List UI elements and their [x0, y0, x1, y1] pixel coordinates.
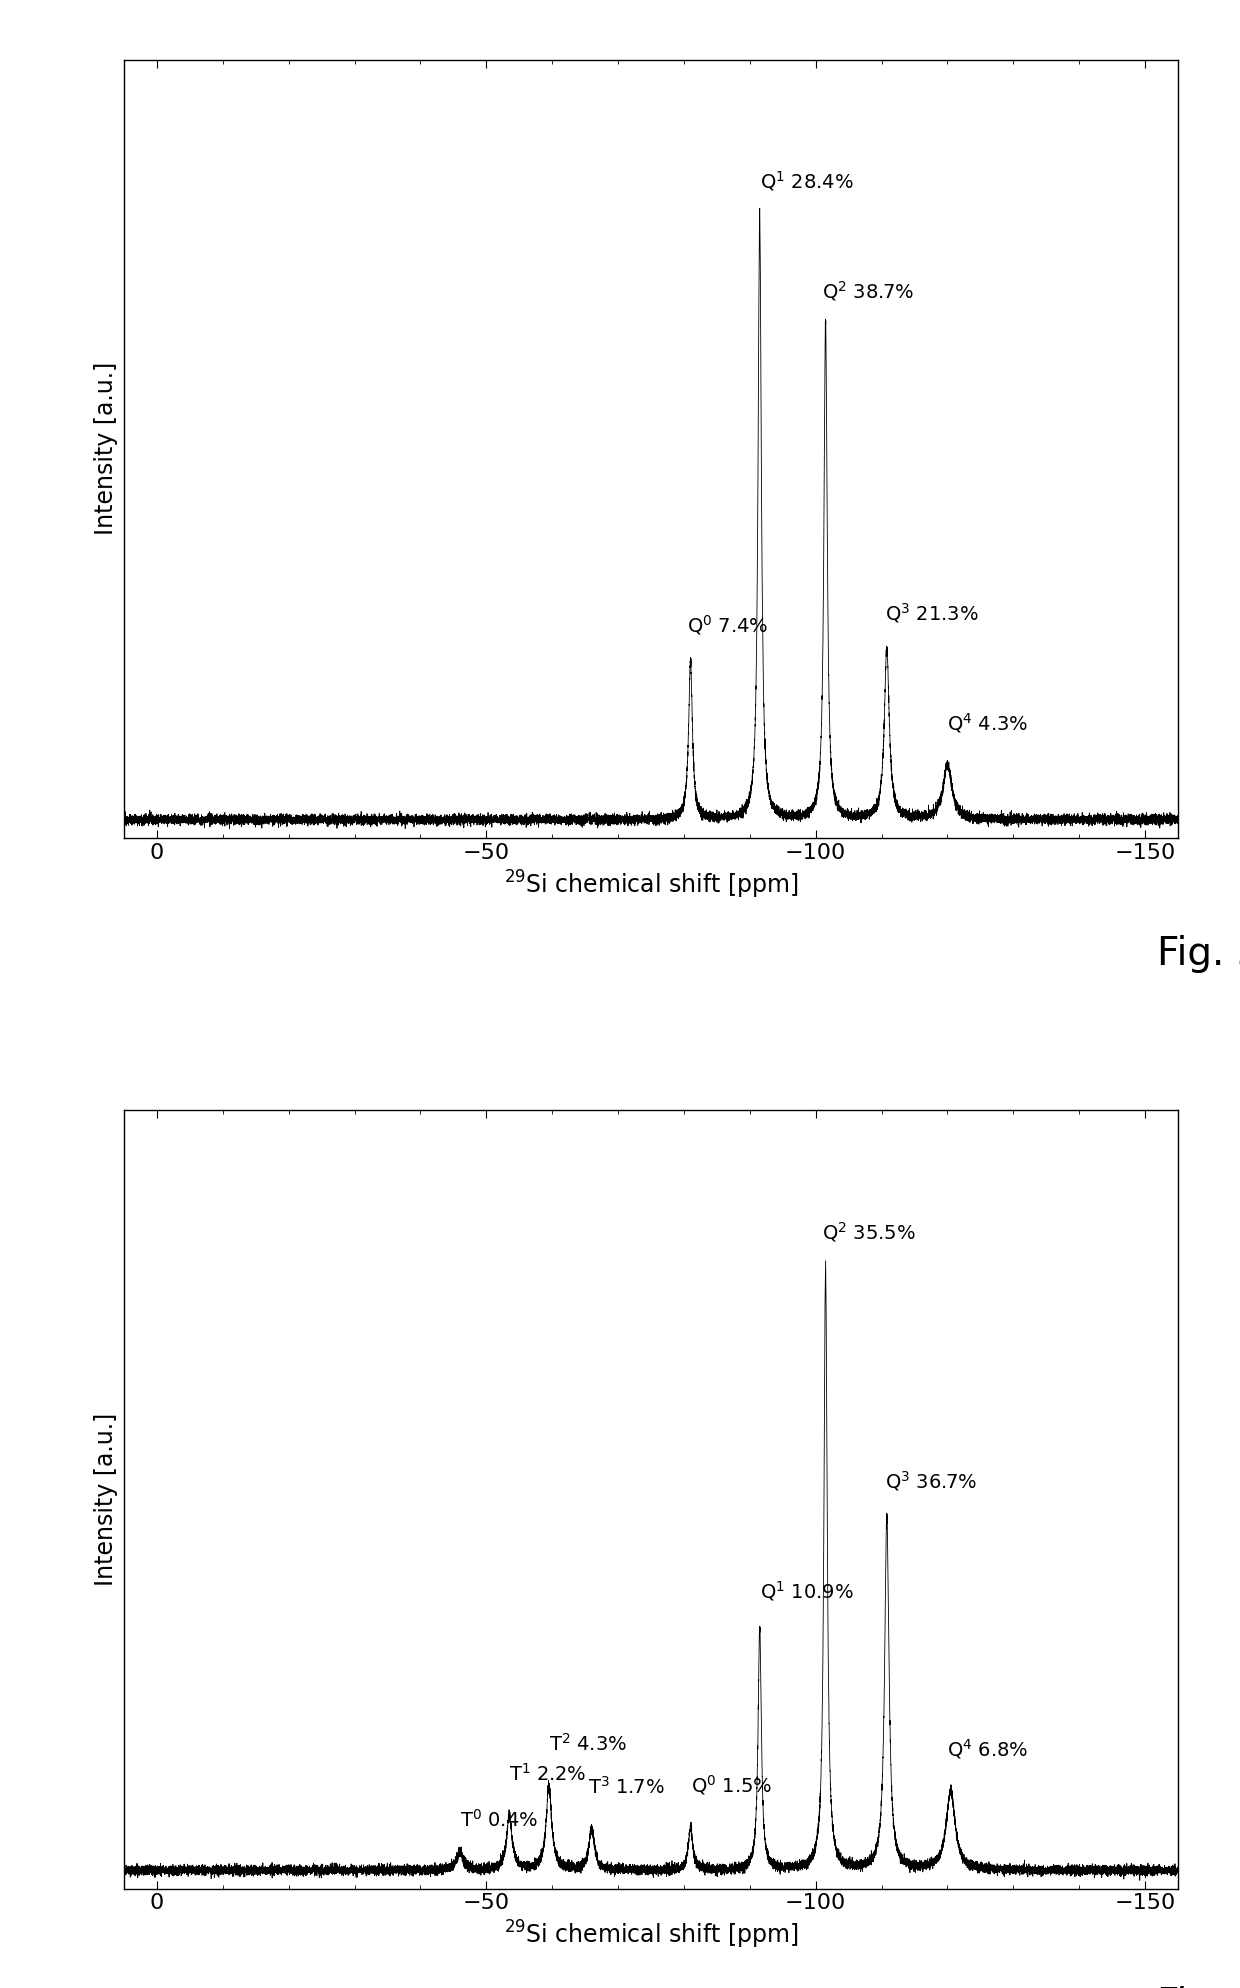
Text: Q$^2$ 35.5%: Q$^2$ 35.5% — [822, 1221, 916, 1244]
Text: Q$^1$ 10.9%: Q$^1$ 10.9% — [760, 1578, 853, 1602]
Y-axis label: Intensity [a.u.]: Intensity [a.u.] — [94, 1413, 119, 1586]
Text: Fig. 3: Fig. 3 — [1157, 934, 1240, 974]
Text: Q$^2$ 38.7%: Q$^2$ 38.7% — [822, 278, 915, 302]
Text: Q$^4$ 4.3%: Q$^4$ 4.3% — [947, 710, 1029, 734]
X-axis label: $^{29}$Si chemical shift [ppm]: $^{29}$Si chemical shift [ppm] — [503, 1918, 799, 1950]
Y-axis label: Intensity [a.u.]: Intensity [a.u.] — [94, 362, 119, 535]
Text: T$^3$ 1.7%: T$^3$ 1.7% — [589, 1775, 665, 1797]
Text: Q$^0$ 7.4%: Q$^0$ 7.4% — [687, 614, 769, 638]
Text: Fig. 4: Fig. 4 — [1157, 1986, 1240, 1988]
Text: Q$^1$ 28.4%: Q$^1$ 28.4% — [760, 169, 853, 193]
Text: Q$^3$ 21.3%: Q$^3$ 21.3% — [885, 600, 978, 624]
Text: T$^0$ 0.4%: T$^0$ 0.4% — [460, 1809, 538, 1831]
X-axis label: $^{29}$Si chemical shift [ppm]: $^{29}$Si chemical shift [ppm] — [503, 869, 799, 901]
Text: Q$^4$ 6.8%: Q$^4$ 6.8% — [947, 1738, 1028, 1761]
Text: T$^2$ 4.3%: T$^2$ 4.3% — [549, 1734, 627, 1755]
Text: Q$^3$ 36.7%: Q$^3$ 36.7% — [885, 1469, 977, 1493]
Text: T$^1$ 2.2%: T$^1$ 2.2% — [510, 1763, 587, 1785]
Text: Q$^0$ 1.5%: Q$^0$ 1.5% — [691, 1773, 773, 1797]
